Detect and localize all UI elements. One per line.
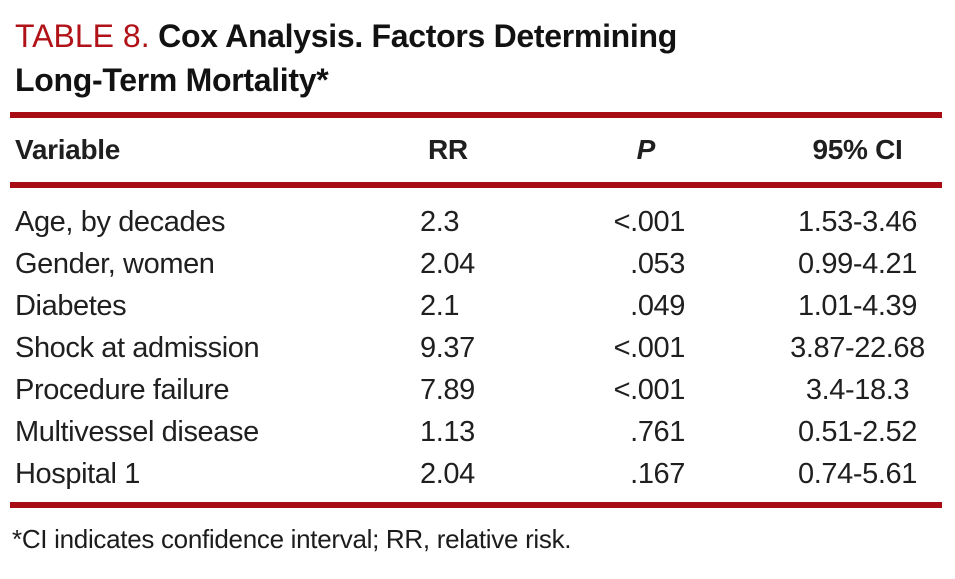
cell-ci: 3.87-22.68: [790, 331, 925, 364]
column-header-rr: RR: [428, 134, 468, 165]
cell-variable: Procedure failure: [15, 373, 230, 406]
table-row: Shock at admission 9.37 <.001 3.87-22.68: [0, 327, 955, 369]
cell-rr: 9.37: [420, 331, 475, 364]
cell-variable: Multivessel disease: [15, 415, 259, 448]
cell-rr: 2.04: [420, 457, 475, 490]
cell-variable: Age, by decades: [15, 205, 226, 238]
table-row: Gender, women 2.04 .053 0.99-4.21: [0, 243, 955, 285]
cell-rr: 2.1: [420, 289, 460, 322]
cell-p: .761: [630, 415, 685, 448]
cell-rr: 1.13: [420, 415, 475, 448]
table-caption-line-1: Cox Analysis. Factors Determining: [158, 18, 678, 54]
cell-variable: Gender, women: [15, 247, 215, 280]
bottom-rule: [10, 502, 942, 508]
cell-ci: 0.51-2.52: [798, 415, 917, 448]
cell-p: <.001: [613, 331, 686, 364]
table-row: Hospital 1 2.04 .167 0.74-5.61: [0, 453, 955, 495]
cell-p: .053: [630, 247, 685, 280]
cell-rr: 7.89: [420, 373, 475, 406]
column-header-variable: Variable: [15, 134, 121, 165]
column-header-p: P: [636, 134, 656, 165]
cell-p: <.001: [613, 373, 686, 406]
table-caption-line-2: Long-Term Mortality*: [15, 62, 329, 98]
cell-p: .049: [630, 289, 685, 322]
table-number: TABLE 8.: [15, 18, 150, 54]
table-row: Diabetes 2.1 .049 1.01-4.39: [0, 285, 955, 327]
column-header-ci: 95% CI: [812, 134, 903, 165]
cell-variable: Shock at admission: [15, 331, 260, 364]
cell-ci: 0.99-4.21: [798, 247, 917, 280]
cell-ci: 0.74-5.61: [798, 457, 917, 490]
footnote: *CI indicates confidence interval; RR, r…: [12, 524, 572, 554]
cell-rr: 2.3: [420, 205, 460, 238]
cell-rr: 2.04: [420, 247, 475, 280]
cell-variable: Diabetes: [15, 289, 127, 322]
table-body: Age, by decades 2.3 <.001 1.53-3.46 Gend…: [0, 188, 955, 502]
table-header-row: Variable RR P 95% CI: [0, 118, 955, 182]
table-title: TABLE 8. Cox Analysis. Factors Determini…: [15, 14, 955, 102]
table-row: Age, by decades 2.3 <.001 1.53-3.46: [0, 201, 955, 243]
cell-ci: 3.4-18.3: [805, 373, 910, 406]
cell-variable: Hospital 1: [15, 457, 140, 490]
cell-ci: 1.01-4.39: [798, 289, 917, 322]
title-line-1: TABLE 8. Cox Analysis. Factors Determini…: [15, 18, 677, 54]
cell-p: <.001: [613, 205, 686, 238]
table-row: Multivessel disease 1.13 .761 0.51-2.52: [0, 411, 955, 453]
cell-ci: 1.53-3.46: [798, 205, 917, 238]
header-rule: [10, 182, 942, 188]
table-figure: TABLE 8. Cox Analysis. Factors Determini…: [0, 14, 955, 554]
cell-p: .167: [630, 457, 685, 490]
top-rule: [10, 112, 942, 118]
table-row: Procedure failure 7.89 <.001 3.4-18.3: [0, 369, 955, 411]
